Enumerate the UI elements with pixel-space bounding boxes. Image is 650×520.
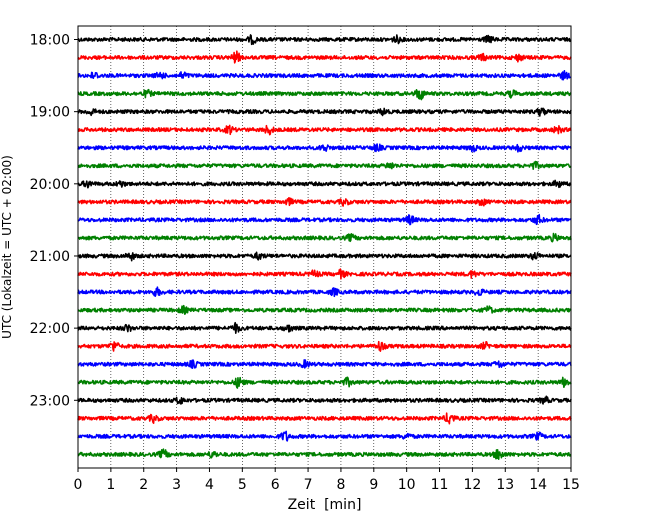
plot-area <box>78 26 571 468</box>
x-tick-label: 12 <box>463 477 481 493</box>
x-tick-label: 0 <box>74 477 83 493</box>
trace-line <box>77 70 572 81</box>
trace-line <box>77 124 572 136</box>
trace-line <box>77 143 572 153</box>
y-tick-label: 20:00 <box>30 177 70 193</box>
trace-line <box>77 448 572 460</box>
x-tick-label: 14 <box>529 477 547 493</box>
trace-line <box>77 34 572 46</box>
trace-line <box>77 251 572 262</box>
x-tick-label: 9 <box>369 477 378 493</box>
traces <box>77 34 572 460</box>
y-tick-label: 21:00 <box>30 249 70 265</box>
x-tick-label: 13 <box>496 477 514 493</box>
y-tick-label: 22:00 <box>30 321 70 337</box>
y-tick-label: 18:00 <box>30 33 70 49</box>
trace-line <box>77 179 572 189</box>
x-tick-label: 11 <box>431 477 449 493</box>
trace-line <box>77 107 572 117</box>
y-tick-label: 23:00 <box>30 393 70 409</box>
trace-line <box>77 286 572 298</box>
y-tick-label: 19:00 <box>30 105 70 121</box>
trace-line <box>77 412 572 425</box>
y-axis: 18:00 19:00 20:00 21:00 22:00 23:00 <box>30 33 78 409</box>
x-tick-label: 15 <box>562 477 580 493</box>
x-tick-label: 2 <box>139 477 148 493</box>
x-tick-label: 4 <box>205 477 214 493</box>
x-tick-label: 7 <box>304 477 313 493</box>
trace-line <box>77 430 572 442</box>
trace-line <box>77 50 572 64</box>
x-tick-label: 6 <box>271 477 280 493</box>
x-axis-label: Zeit [min] <box>288 497 362 513</box>
trace-line <box>77 213 572 226</box>
x-tick-label: 10 <box>398 477 416 493</box>
trace-line <box>77 88 572 101</box>
x-tick-label: 1 <box>106 477 115 493</box>
x-tick-label: 8 <box>336 477 345 493</box>
trace-line <box>77 232 572 243</box>
trace-line <box>77 268 572 280</box>
trace-line <box>77 197 572 207</box>
plot-frame <box>77 25 572 469</box>
trace-line <box>77 395 572 405</box>
x-tick-label: 3 <box>172 477 181 493</box>
trace-line <box>77 321 572 334</box>
trace-line <box>77 359 572 370</box>
trace-line <box>77 376 572 389</box>
trace-line <box>77 160 572 170</box>
trace-line <box>77 304 572 315</box>
x-tick-label: 5 <box>238 477 247 493</box>
y-axis-label: UTC (Lokalzeit = UTC + 02:00) <box>0 155 14 339</box>
trace-line <box>77 340 572 352</box>
x-axis: 0 1 2 3 4 5 6 7 8 9 10 11 12 13 14 15 <box>74 468 580 493</box>
